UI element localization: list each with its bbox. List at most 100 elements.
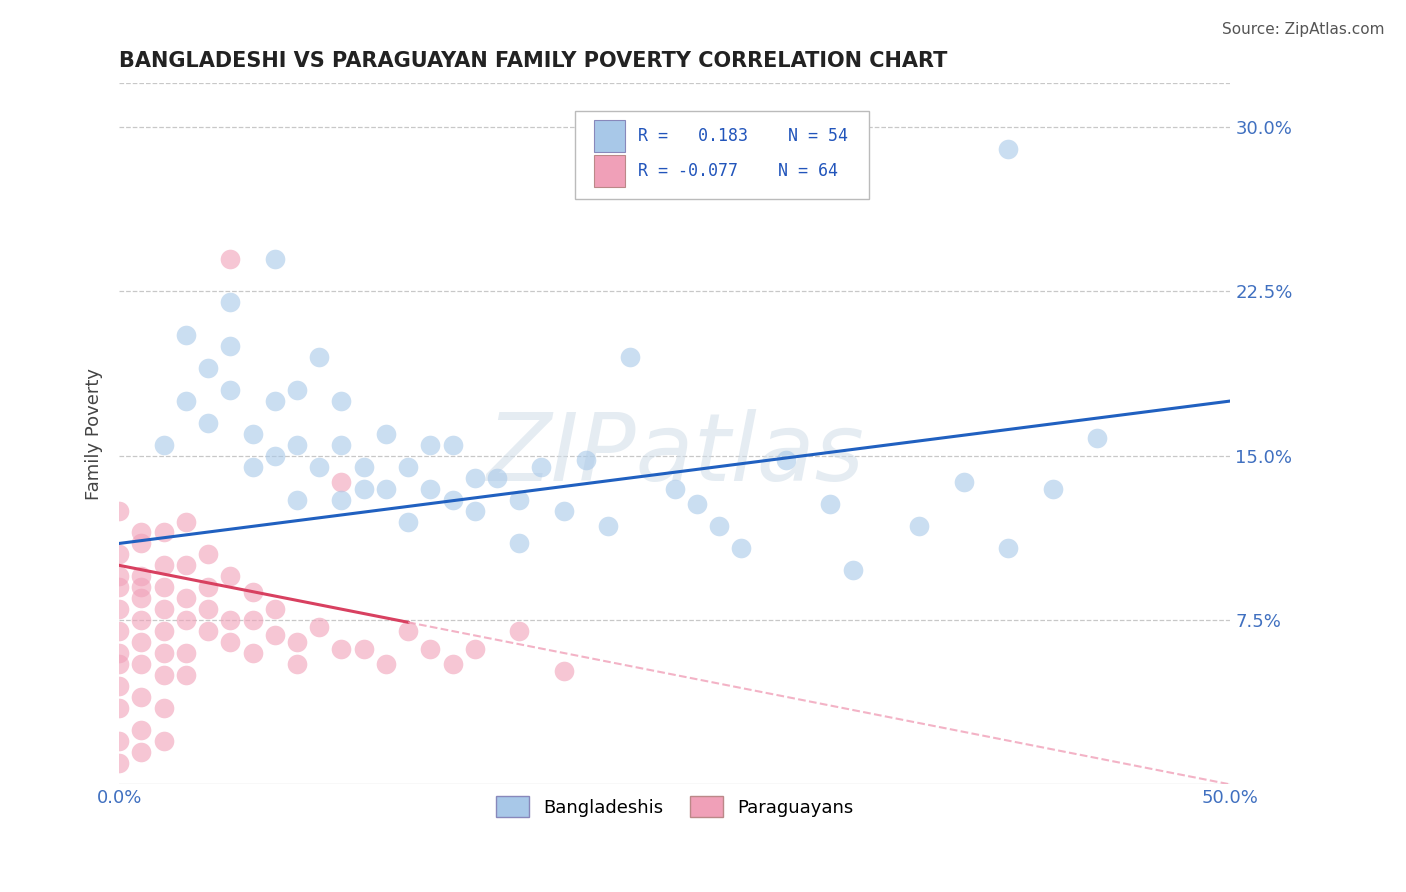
Point xyxy=(152,624,174,638)
Point xyxy=(108,646,131,660)
Point xyxy=(131,745,153,759)
Text: ZIPatlas: ZIPatlas xyxy=(486,409,863,500)
Text: R = -0.077    N = 64: R = -0.077 N = 64 xyxy=(638,162,838,180)
Point xyxy=(308,459,330,474)
Point xyxy=(131,635,153,649)
Point xyxy=(108,602,131,616)
Text: R =   0.183    N = 54: R = 0.183 N = 54 xyxy=(638,127,848,145)
Point xyxy=(197,602,219,616)
Point xyxy=(619,350,641,364)
Point xyxy=(219,383,242,397)
Point xyxy=(396,459,419,474)
Point xyxy=(108,580,131,594)
Point xyxy=(131,569,153,583)
Point xyxy=(441,438,464,452)
Point xyxy=(219,613,242,627)
Text: Source: ZipAtlas.com: Source: ZipAtlas.com xyxy=(1222,22,1385,37)
Point xyxy=(285,383,308,397)
Point xyxy=(330,394,353,409)
Point xyxy=(174,613,197,627)
Point xyxy=(152,438,174,452)
Point xyxy=(330,438,353,452)
Point xyxy=(952,475,974,489)
Point xyxy=(131,657,153,671)
Point xyxy=(131,723,153,737)
Point xyxy=(374,657,396,671)
Point xyxy=(263,602,285,616)
Point xyxy=(997,142,1019,156)
Point xyxy=(174,668,197,682)
Point xyxy=(464,471,486,485)
Point xyxy=(197,416,219,430)
Point xyxy=(508,536,530,550)
Point xyxy=(152,646,174,660)
Point xyxy=(441,657,464,671)
Point xyxy=(263,394,285,409)
Point xyxy=(686,497,709,511)
Point xyxy=(174,646,197,660)
Point xyxy=(197,361,219,376)
Point xyxy=(419,438,441,452)
Point xyxy=(131,525,153,540)
Text: BANGLADESHI VS PARAGUAYAN FAMILY POVERTY CORRELATION CHART: BANGLADESHI VS PARAGUAYAN FAMILY POVERTY… xyxy=(120,51,948,70)
Point xyxy=(1085,431,1108,445)
Point xyxy=(174,515,197,529)
Point xyxy=(108,657,131,671)
Point xyxy=(285,635,308,649)
Point xyxy=(131,536,153,550)
Point xyxy=(598,519,620,533)
Point xyxy=(131,613,153,627)
Point xyxy=(152,668,174,682)
Point xyxy=(486,471,509,485)
Point xyxy=(152,602,174,616)
Point xyxy=(575,453,598,467)
Point xyxy=(396,515,419,529)
Point xyxy=(997,541,1019,555)
Point xyxy=(174,394,197,409)
Point xyxy=(242,459,264,474)
Point xyxy=(131,580,153,594)
Point xyxy=(219,252,242,266)
Point xyxy=(441,492,464,507)
Point xyxy=(308,620,330,634)
Point xyxy=(152,733,174,747)
Point xyxy=(530,459,553,474)
Point xyxy=(219,295,242,310)
Point xyxy=(353,641,375,656)
Point xyxy=(841,563,863,577)
Point xyxy=(285,492,308,507)
Point xyxy=(197,580,219,594)
Point xyxy=(152,558,174,573)
Point xyxy=(1042,482,1064,496)
FancyBboxPatch shape xyxy=(575,112,869,199)
FancyBboxPatch shape xyxy=(593,155,624,186)
Point xyxy=(820,497,842,511)
Point xyxy=(396,624,419,638)
Point xyxy=(285,438,308,452)
Point xyxy=(353,459,375,474)
Point xyxy=(285,657,308,671)
Point xyxy=(131,690,153,704)
Point xyxy=(908,519,931,533)
Point xyxy=(419,482,441,496)
Point xyxy=(263,628,285,642)
Point xyxy=(174,558,197,573)
Point xyxy=(374,426,396,441)
Point xyxy=(108,569,131,583)
Point xyxy=(664,482,686,496)
Point xyxy=(508,492,530,507)
Y-axis label: Family Poverty: Family Poverty xyxy=(86,368,103,500)
Point xyxy=(108,548,131,562)
Point xyxy=(219,569,242,583)
Point xyxy=(108,503,131,517)
Point xyxy=(242,646,264,660)
Point xyxy=(108,756,131,770)
Point xyxy=(263,252,285,266)
Point xyxy=(330,492,353,507)
Point xyxy=(197,548,219,562)
Point xyxy=(197,624,219,638)
Point xyxy=(219,339,242,353)
Point xyxy=(374,482,396,496)
Point xyxy=(131,591,153,606)
Point xyxy=(174,328,197,343)
